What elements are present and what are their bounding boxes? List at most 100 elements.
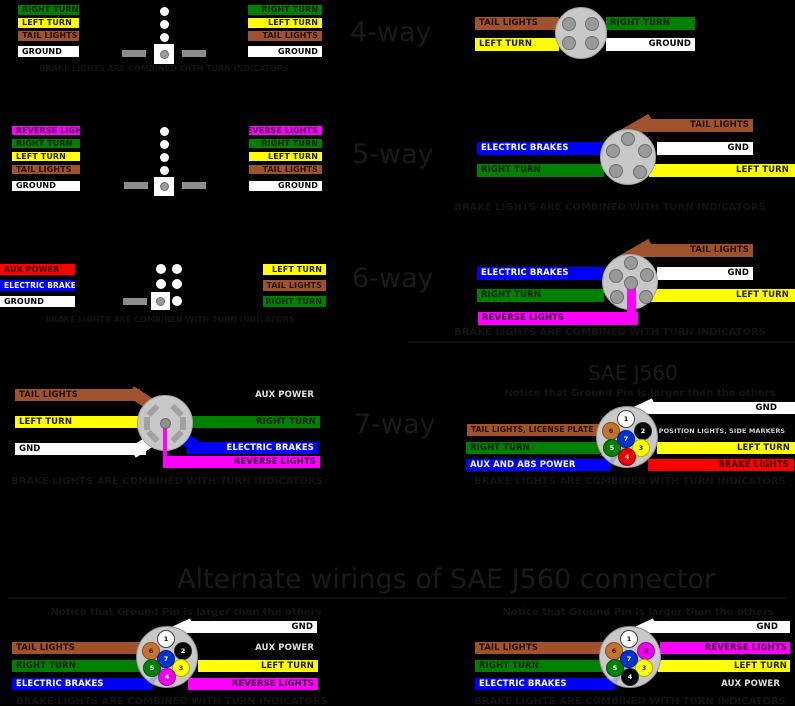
pin-5: 5	[143, 659, 161, 677]
wire-label: ELECTRIC BRAKES	[4, 280, 75, 290]
contact	[159, 126, 169, 136]
pin-number: 3	[641, 663, 647, 672]
wire-tail-lights: TAIL LIGHTS	[18, 31, 79, 41]
pin-number: 7	[623, 434, 629, 443]
page-title: Alternate wirings of SAE J560 connector	[177, 564, 716, 595]
wire-left-turn: LEFT TURN	[249, 152, 322, 161]
wire-label: BRAKE LIGHTS	[718, 459, 789, 470]
wire-left-turn: LEFT TURN	[263, 264, 326, 275]
contact	[159, 165, 169, 175]
wire-reverse-lights: REVERSE LIGHTS	[660, 642, 790, 654]
section-divider-sae	[408, 341, 795, 343]
mount-bar	[182, 182, 206, 189]
wire-label: GROUND	[22, 46, 62, 56]
wire-gnd: GND	[648, 402, 795, 414]
wire-label: REVERSE LIGHTS	[233, 456, 316, 467]
wire-label: ELECTRIC BRAKES	[481, 268, 569, 279]
wire-label: RIGHT TURN	[16, 660, 76, 671]
contact	[156, 279, 166, 289]
wire-label: AUX POWER	[255, 389, 314, 400]
wire-label: RIGHT TURN	[610, 18, 670, 29]
center-contact	[159, 417, 171, 429]
wire-label: LEFT TURN	[268, 18, 318, 27]
wire-label: GND	[727, 143, 749, 154]
pin-number: 4	[627, 672, 633, 681]
pin-number: 2	[643, 646, 649, 655]
contact	[624, 256, 638, 270]
wire-tail-lights: TAIL LIGHTS	[475, 642, 605, 654]
wire-gnd: GND	[657, 267, 753, 280]
caption-bottom-right: BRAKE LIGHTS ARE COMBINED WITH TURN INDI…	[474, 696, 786, 706]
pin-2: 2	[174, 642, 192, 660]
wire-right-turn: RIGHT TURN	[249, 139, 322, 148]
wire-left-turn: LEFT TURN	[12, 152, 80, 161]
wire-ground: GROUND	[0, 296, 75, 307]
wire-label: GROUND	[16, 181, 56, 190]
wire-ground: GROUND	[249, 181, 322, 191]
wire-label: TAIL LIGHTS	[19, 389, 78, 400]
pin-1: 1	[617, 410, 635, 428]
wire-label: LEFT TURN	[22, 18, 72, 27]
pin-4: 4	[158, 668, 176, 686]
pin-number: 6	[608, 426, 614, 435]
wire-label: AUX AND ABS POWER	[470, 459, 576, 470]
wire-left-turn: LEFT TURN	[475, 38, 559, 51]
wire-label: GND	[19, 443, 41, 454]
wire-ground: GROUND	[606, 38, 695, 51]
wire-right-turn: RIGHT TURN	[475, 660, 605, 672]
pin-3: 3	[635, 659, 653, 677]
pin-number: 1	[623, 414, 629, 423]
contact	[159, 32, 169, 42]
wire-label: TAIL LIGHTS	[690, 245, 749, 256]
pin-number: 4	[164, 672, 170, 681]
contact	[159, 139, 169, 149]
wire-gnd: GND	[185, 621, 317, 633]
wire-electric-brakes: ELECTRIC BRAKES	[187, 442, 318, 454]
wire-aux-power: AUX POWER	[646, 678, 786, 690]
caption-flat-4: BRAKE LIGHTS ARE COMBINED WITH TURN INDI…	[39, 64, 289, 73]
heading-5-way: 5-way	[352, 139, 434, 170]
wire-label: REVERSE LIGHTS	[704, 642, 787, 653]
wire-label: REVERSE LIGHTS	[249, 126, 318, 135]
wire-aux-power: AUX POWER	[188, 642, 318, 654]
wire-reverse-lights: REVERSE LIGHTS	[163, 456, 320, 468]
wire-label: RIGHT TURN	[261, 5, 318, 14]
wire-label: RIGHT TURN	[479, 660, 539, 671]
blade-contact	[144, 416, 150, 430]
wire-left-turn: LEFT TURN	[649, 289, 795, 302]
pin-3: 3	[172, 659, 190, 677]
pin-7: 7	[620, 650, 638, 668]
wire-tail-lights: TAIL LIGHTS	[640, 244, 753, 257]
wire-right-turn: RIGHT TURN	[18, 5, 79, 15]
wire-reverse-lights: REVERSE LIGHTS	[478, 312, 638, 325]
wire-label: ELECTRIC BRAKES	[16, 678, 104, 689]
mount-bar	[182, 50, 206, 57]
caption-bottom-left: BRAKE LIGHTS ARE COMBINED WITH TURN INDI…	[16, 696, 328, 706]
pin-number: 1	[163, 634, 169, 643]
wire-reverse-lights: REVERSE LIGHTS	[249, 126, 322, 135]
wire-tail-lights: TAIL LIGHTS	[475, 17, 559, 30]
wire-label: TAIL LIGHTS	[479, 642, 538, 653]
wire-right-turn: RIGHT TURN	[248, 5, 322, 15]
wire-tail-lights: TAIL LIGHTS	[263, 280, 326, 291]
wire-label: LEFT TURN	[736, 442, 790, 453]
wire-left-turn: LEFT TURN	[15, 416, 146, 428]
wire-tail-lights: TAIL LIGHTS	[249, 165, 322, 174]
contact	[638, 144, 652, 158]
wire-label: REVERSE LIGHTS	[231, 678, 314, 689]
wire-aux-power: AUX POWER	[188, 389, 318, 401]
pin-number: 6	[148, 646, 154, 655]
wire-label: RIGHT TURN	[481, 165, 541, 176]
pin-4: 4	[618, 448, 636, 466]
heading-sae-j560: SAE J560	[588, 361, 678, 385]
wire-gnd: GND	[15, 443, 146, 455]
pin-1: 1	[620, 630, 638, 648]
contact	[624, 276, 638, 290]
wire-label: AUX POWER	[4, 264, 60, 274]
wire-label: GND	[291, 621, 313, 632]
ground-contact	[155, 296, 165, 306]
caption-round-5: BRAKE LIGHTS ARE COMBINED WITH TURN INDI…	[454, 202, 766, 213]
wire-ground: GROUND	[18, 46, 79, 57]
pin-number: 2	[180, 646, 186, 655]
wire-label: RIGHT TURN	[481, 290, 541, 301]
